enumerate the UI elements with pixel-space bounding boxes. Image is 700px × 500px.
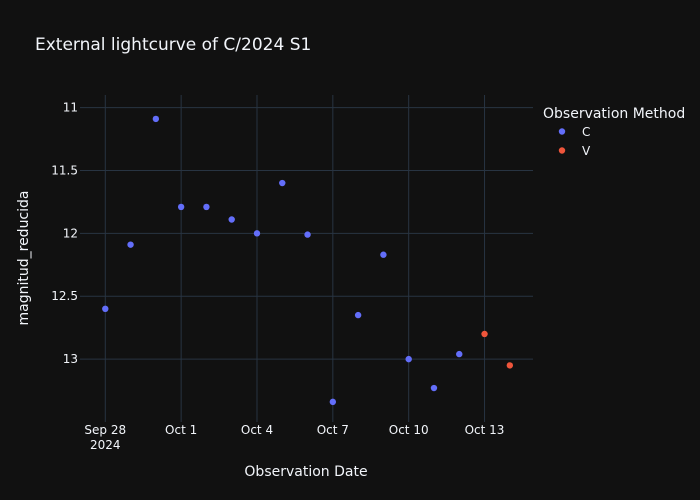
data-point-c[interactable] bbox=[279, 179, 286, 187]
data-point-c[interactable] bbox=[430, 384, 438, 392]
legend-marker bbox=[558, 147, 566, 154]
y-tick-label: 11.5 bbox=[51, 163, 78, 177]
data-point-v[interactable] bbox=[481, 330, 488, 338]
chart-title: External lightcurve of C/2024 S1 bbox=[35, 35, 311, 55]
x-tick-label: Oct 1 bbox=[165, 423, 197, 437]
data-point-c[interactable] bbox=[253, 230, 261, 237]
y-tick-labels: 11 11.5 12 12.5 13 bbox=[51, 101, 78, 367]
x-tick-label: Oct 10 bbox=[389, 423, 429, 437]
x-tick-label: Oct 4 bbox=[241, 423, 273, 437]
x-tick-label: Oct 13 bbox=[465, 423, 505, 437]
data-point-c[interactable] bbox=[152, 115, 160, 123]
x-tick-sublabel: 2024 bbox=[90, 438, 121, 452]
y-tick-label: 12.5 bbox=[51, 289, 78, 303]
x-tick-label: Sep 28 bbox=[84, 423, 126, 437]
data-point-c[interactable] bbox=[203, 203, 210, 211]
data-point-c[interactable] bbox=[405, 355, 412, 363]
data-point-c[interactable] bbox=[304, 231, 311, 238]
legend-item-c[interactable]: C bbox=[558, 125, 591, 139]
legend-item-v[interactable]: V bbox=[558, 144, 591, 158]
legend-label: V bbox=[582, 144, 591, 158]
data-point-c[interactable] bbox=[329, 398, 337, 406]
y-tick-label: 11 bbox=[63, 101, 78, 115]
x-axis-label: Observation Date bbox=[244, 464, 367, 480]
legend[interactable]: Observation Method CV bbox=[543, 106, 685, 158]
data-point-c[interactable] bbox=[177, 203, 185, 211]
data-point-c[interactable] bbox=[127, 241, 134, 248]
x-tick-label: Oct 7 bbox=[317, 423, 349, 437]
data-point-v[interactable] bbox=[506, 362, 514, 369]
y-axis-label: magnitud_reducida bbox=[16, 191, 32, 326]
data-point-c[interactable] bbox=[380, 251, 387, 258]
data-point-c[interactable] bbox=[228, 216, 235, 223]
y-tick-label: 13 bbox=[63, 352, 78, 366]
legend-title: Observation Method bbox=[543, 106, 685, 122]
data-points[interactable] bbox=[102, 115, 514, 406]
legend-marker bbox=[558, 128, 566, 135]
legend-label: C bbox=[582, 125, 590, 139]
y-tick-label: 12 bbox=[63, 226, 78, 240]
data-point-c[interactable] bbox=[456, 350, 463, 358]
data-point-c[interactable] bbox=[354, 311, 362, 319]
grid-lines bbox=[80, 95, 533, 422]
data-point-c[interactable] bbox=[102, 305, 109, 313]
